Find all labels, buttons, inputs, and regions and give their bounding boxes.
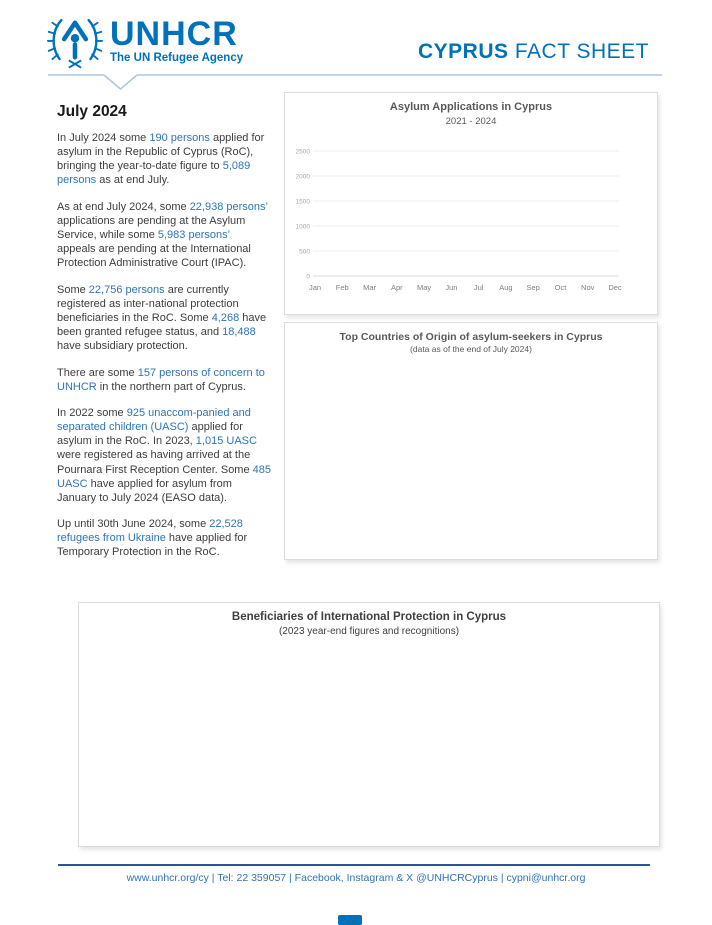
logo-wordmark: UNHCR <box>110 14 238 53</box>
highlight-figure: 190 persons <box>149 132 210 144</box>
body-text: applied for asylum in the RoC. In 2023, <box>57 421 243 448</box>
footer-rule <box>58 864 650 866</box>
logo-text: UNHCR The UN Refugee Agency <box>110 17 243 64</box>
footer-contact-line: www.unhcr.org/cy | Tel: 22 359057 | Face… <box>126 872 586 884</box>
summary-paragraphs: In July 2024 some 190 persons applied fo… <box>57 131 271 560</box>
body-text: appeals are pending at the International… <box>57 243 251 270</box>
highlight-figure: 22,756 persons <box>88 283 165 296</box>
chart2-title: Top Countries of Origin of asylum-seeker… <box>339 331 603 343</box>
body-text: were registered as having arrived at the… <box>57 449 253 476</box>
x-tick-label: Dec <box>608 283 622 292</box>
chart-top-countries-of-origin: Top Countries of Origin of asylum-seeker… <box>284 322 658 560</box>
body-text: have applied for Temporary Protection in… <box>57 532 248 559</box>
x-tick-label: Nov <box>581 283 595 292</box>
body-text: In 2022 some <box>57 407 127 420</box>
month-heading: July 2024 <box>57 103 127 120</box>
x-tick-label: Sep <box>527 283 540 292</box>
chart1-grid: 0 500 1000 1500 2000 2500 <box>296 149 619 281</box>
page-title: CYPRUS FACT SHEET <box>418 40 649 64</box>
summary-paragraph: Some 22,756 persons are currently regist… <box>57 283 271 353</box>
body-text: There are some <box>57 366 138 379</box>
body-text: have been granted refugee status, and <box>57 311 267 338</box>
summary-paragraph: Up until 30th June 2024, some 22,528 ref… <box>57 517 271 559</box>
summary-paragraph: There are some 157 persons of concern to… <box>57 366 271 394</box>
summary-paragraph: In 2022 some 925 unaccom-panied and sepa… <box>57 406 271 505</box>
body-text: as at end July. <box>96 174 170 187</box>
x-tick-label: May <box>417 283 431 292</box>
y-tick-label: 0 <box>306 274 310 281</box>
highlight-figure: 157 persons of concern to UNHCR <box>57 366 265 393</box>
chart1-title: Asylum Applications in Cyprus <box>389 101 553 113</box>
page-title-country: CYPRUS <box>418 40 509 63</box>
highlight-figure: 18,488 <box>222 325 256 338</box>
emblem-person-head <box>70 34 80 43</box>
x-tick-label: Jun <box>445 283 457 292</box>
chart-beneficiaries: Beneficiaries of International Protectio… <box>78 602 660 847</box>
body-text: applied for asylum in the Republic of Cy… <box>57 132 265 173</box>
header-divider <box>48 74 662 90</box>
chart3-title: Beneficiaries of International Protectio… <box>231 611 507 623</box>
highlight-figure: 4,268 <box>211 311 240 324</box>
x-tick-label: Oct <box>555 283 568 292</box>
highlight-figure: 22,528 refugees from Ukraine <box>57 518 243 545</box>
y-tick-label: 1000 <box>296 224 311 231</box>
y-tick-label: 2000 <box>296 174 311 181</box>
highlight-figure: 1,015 UASC <box>195 435 257 448</box>
x-tick-label: Aug <box>499 283 512 292</box>
top-countries-combo-chart <box>285 323 657 559</box>
chart1-x-axis: Jan Feb Mar Apr May Jun Jul Aug Sep Oct Nov Dec <box>309 283 622 292</box>
highlight-figure: 485 UASC <box>57 463 272 490</box>
chart2-subtitle: (data as of the end of July 2024) <box>410 344 532 354</box>
highlight-figure: 925 unaccom-panied and separated childre… <box>57 407 251 434</box>
body-text: in the northern part of Cyprus. <box>96 380 246 393</box>
summary-paragraph: In July 2024 some 190 persons applied fo… <box>57 131 271 187</box>
page-title-rest: FACT SHEET <box>508 40 650 63</box>
unhcr-logo: UNHCR The UN Refugee Agency <box>46 8 243 72</box>
beneficiaries-combo-chart <box>79 603 659 846</box>
y-tick-label: 1500 <box>296 199 311 206</box>
body-text: applications are pending at the Asylum S… <box>57 214 246 241</box>
highlight-figure: 5,983 persons’ <box>157 228 230 241</box>
chart3-subtitle: (2023 year-end figures and recognitions) <box>278 626 460 637</box>
body-text: In July 2024 some <box>57 132 150 144</box>
asylum-applications-line-chart: 0 500 1000 1500 2000 2500 Jan Feb Mar Apr May Jun Ju… <box>296 149 622 293</box>
chart1-subtitle: 2021 - 2024 <box>445 116 497 127</box>
body-text: have applied for asylum from January to … <box>57 477 232 504</box>
highlight-figure: 22,938 persons’ <box>189 200 268 213</box>
x-tick-label: Jan <box>309 283 321 292</box>
y-tick-label: 500 <box>299 249 310 256</box>
body-text: Some <box>57 283 89 296</box>
x-tick-label: Mar <box>363 283 376 292</box>
unhcr-emblem-icon <box>46 18 104 69</box>
x-tick-label: Feb <box>336 283 349 292</box>
page-bottom-mark <box>338 915 362 925</box>
x-tick-label: Jul <box>474 283 484 292</box>
body-text: have subsidiary protection. <box>57 340 188 353</box>
body-text: are currently registered as inter-nation… <box>57 283 239 324</box>
summary-column: July 2024 In July 2024 some 190 persons … <box>57 103 271 572</box>
summary-paragraph: As at end July 2024, some 22,938 persons… <box>57 200 271 270</box>
body-text: Up until 30th June 2024, some <box>57 518 210 531</box>
highlight-figure: 5,089 persons <box>57 160 251 187</box>
logo-tagline: The UN Refugee Agency <box>110 51 244 64</box>
chart-asylum-applications: 0 500 1000 1500 2000 2500 Jan Feb Mar Apr May Jun Ju… <box>284 92 658 315</box>
y-tick-label: 2500 <box>296 149 311 156</box>
x-tick-label: Apr <box>391 283 403 292</box>
body-text: As at end July 2024, some <box>57 200 190 213</box>
